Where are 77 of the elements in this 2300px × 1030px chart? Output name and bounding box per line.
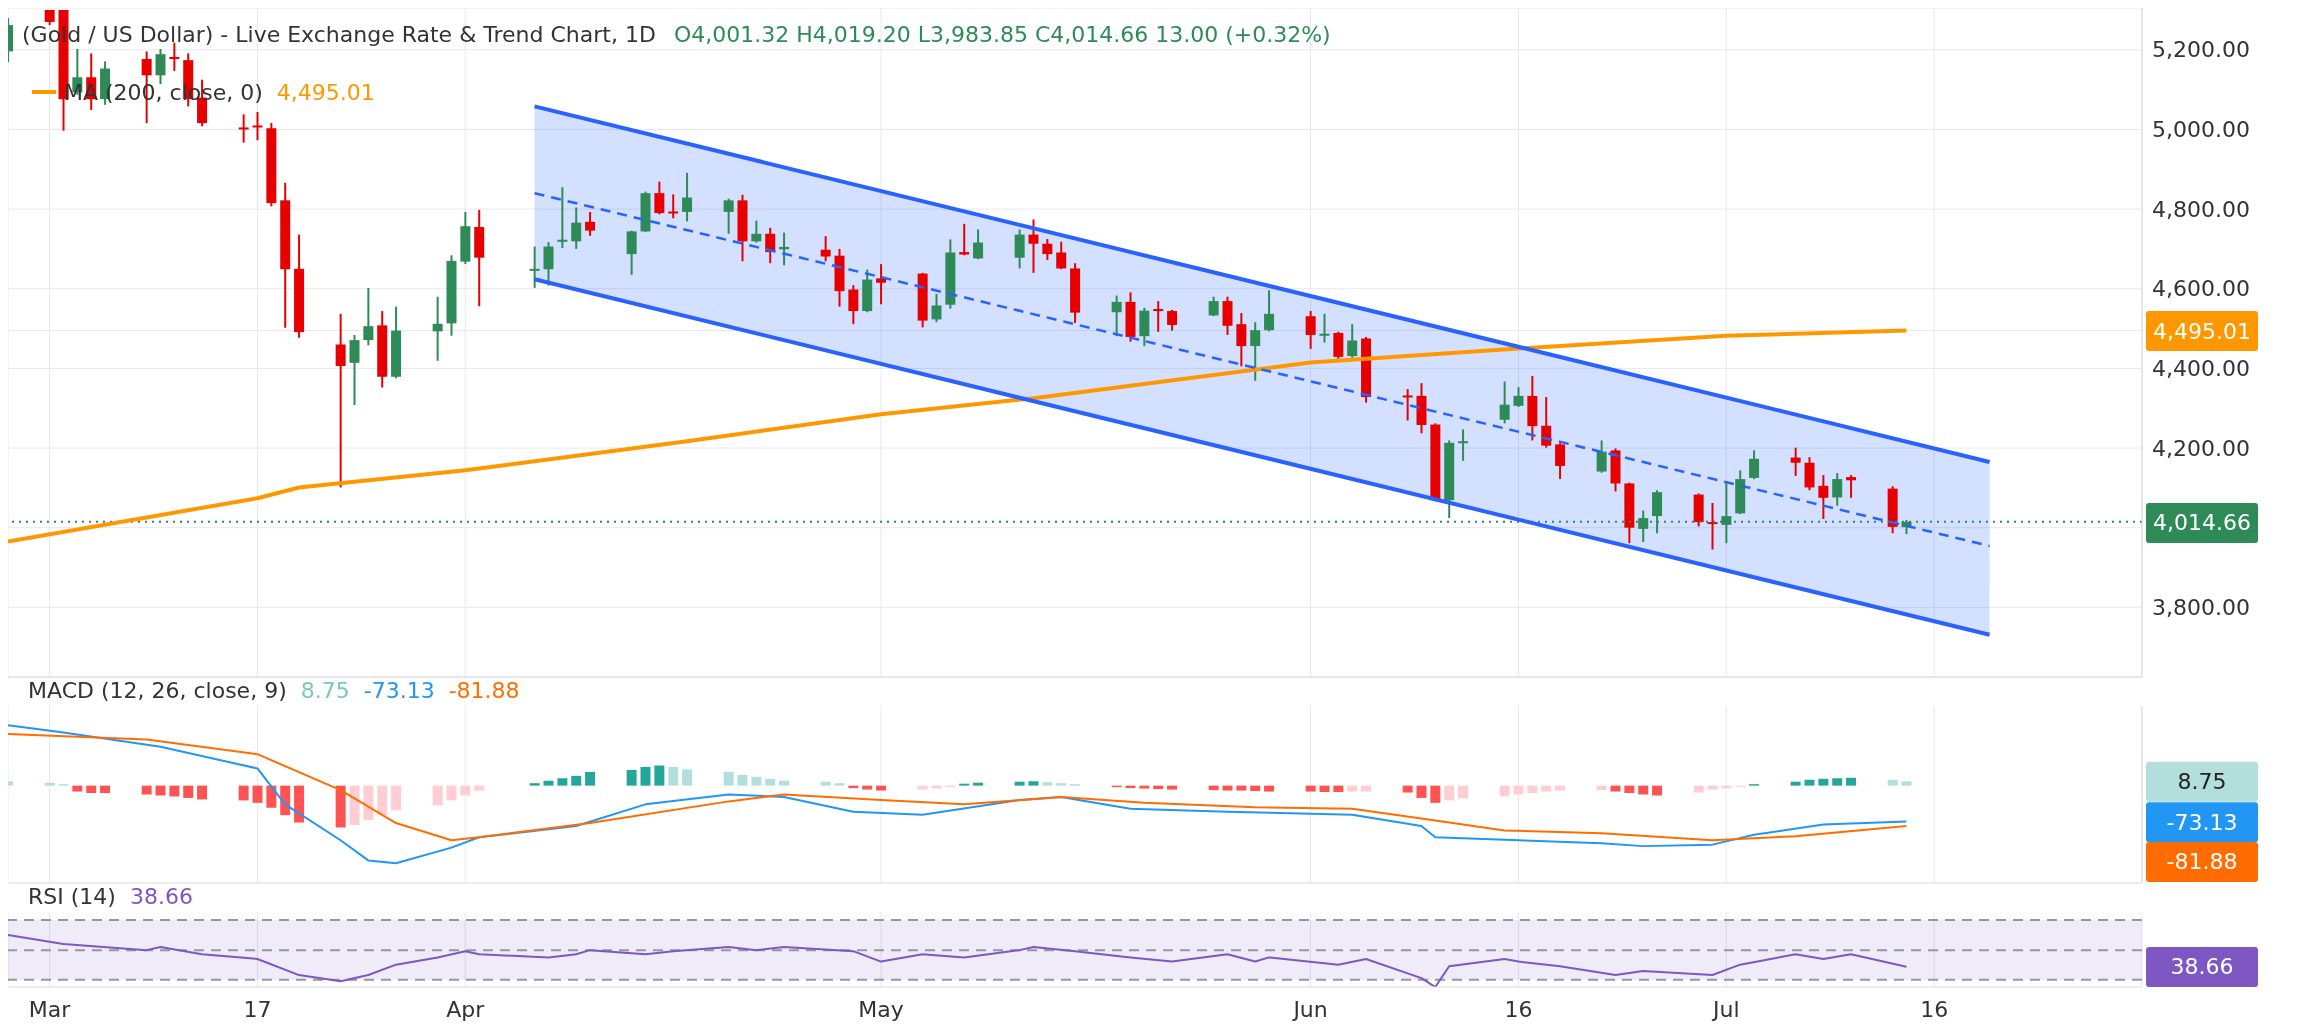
text: -81.88 [2166, 849, 2238, 875]
x-tick-label: Jun [1291, 997, 1328, 1022]
y-tick-label: 5,200.00 [2152, 37, 2250, 63]
candlestick [432, 295, 443, 362]
candlestick [682, 171, 693, 223]
candlestick [723, 197, 734, 235]
candlestick [876, 263, 887, 306]
x-tick-label: 16 [1920, 997, 1949, 1022]
x-tick-label: Mar [28, 997, 72, 1022]
candlestick [1555, 442, 1566, 481]
text: 4,495.01 [276, 79, 375, 105]
candlestick [1790, 446, 1801, 477]
x-tick-label: Jul [1711, 997, 1740, 1022]
candlestick [1347, 323, 1358, 361]
candlestick [585, 210, 596, 237]
candlestick [1264, 289, 1275, 333]
candlestick [1818, 474, 1829, 520]
candlestick [335, 312, 346, 489]
candlestick [529, 245, 540, 289]
candlestick [1236, 312, 1247, 368]
y-tick-label: 4,400.00 [2152, 355, 2250, 381]
x-tick-label: 16 [1504, 997, 1533, 1022]
text: 38.66 [2170, 953, 2234, 979]
candlestick [1056, 240, 1067, 271]
y-tick-label: -73.13 [2166, 809, 2238, 835]
candlestick [1333, 330, 1344, 360]
candlestick [654, 180, 665, 216]
text: 8.75 [300, 678, 350, 703]
candlestick [848, 284, 859, 326]
candlestick [1153, 300, 1164, 333]
text: -73.13 [363, 678, 435, 703]
candlestick [1167, 308, 1178, 332]
candlestick [973, 228, 984, 261]
y-tick-label: 4,600.00 [2152, 276, 2250, 302]
text: -81.88 [444, 678, 524, 703]
candlestick [1028, 218, 1039, 274]
candlestick [1832, 472, 1843, 507]
candlestick [1707, 501, 1718, 551]
candlestick [626, 229, 637, 276]
x-tick-label: Apr [446, 997, 486, 1022]
candlestick [751, 219, 762, 244]
candlestick [1513, 386, 1524, 409]
y-tick-label: 4,800.00 [2152, 196, 2250, 222]
y-tick-label: 3,800.00 [2152, 594, 2250, 620]
candlestick [571, 206, 582, 250]
x-tick-label: 17 [243, 997, 272, 1022]
text: O4,001.32 H4,019.20 L3,983.85 C4,014.66 13.00 (+0.32%) [672, 22, 1332, 47]
candlestick [931, 292, 942, 324]
candlestick [238, 113, 249, 144]
y-tick-label: 5,000.00 [2152, 116, 2250, 142]
candlestick [1305, 310, 1316, 350]
candlestick [543, 241, 554, 287]
candlestick [1846, 474, 1857, 499]
candlestick [349, 333, 360, 407]
chart-title: MACD (12, 26, close, 9) [24, 678, 291, 703]
text: 38.66 [125, 884, 197, 909]
candlestick [155, 48, 166, 86]
candlestick [557, 186, 568, 250]
y-tick-label: 4,495.01 [2153, 318, 2251, 344]
chart-title: RSI (14) [24, 884, 120, 909]
candlestick [1319, 312, 1330, 344]
candlestick [1014, 228, 1025, 270]
y-tick-label: 8.75 [2177, 769, 2227, 795]
candlestick [1208, 295, 1219, 318]
ref-line-label: 4,014.66 [2146, 502, 2258, 543]
candlestick [1596, 439, 1607, 474]
candlestick [1250, 321, 1261, 382]
candlestick [1042, 237, 1053, 262]
x-tick-label: May [858, 997, 904, 1022]
y-tick-label: 4,200.00 [2152, 435, 2250, 461]
candlestick [668, 193, 679, 220]
candlestick [252, 110, 263, 142]
candlestick [1458, 428, 1469, 462]
candlestick [1499, 380, 1510, 425]
candlestick [1749, 449, 1760, 481]
candlestick [1402, 388, 1413, 422]
candlestick [363, 286, 374, 347]
